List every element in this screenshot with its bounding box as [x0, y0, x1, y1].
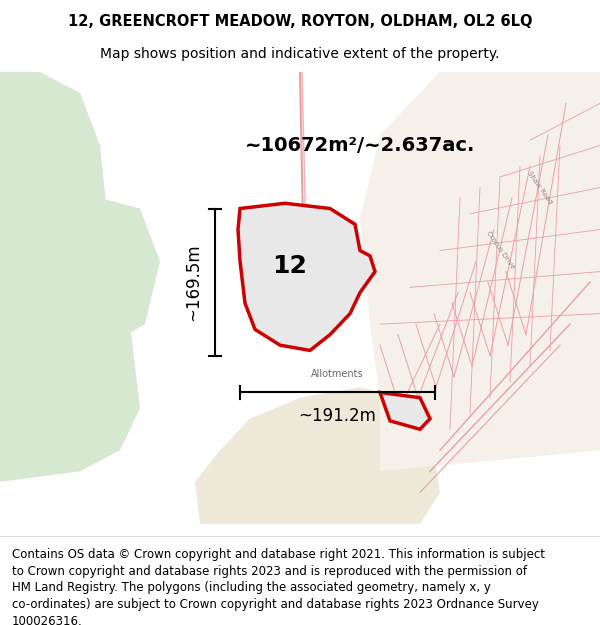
Text: to Crown copyright and database rights 2023 and is reproduced with the permissio: to Crown copyright and database rights 2…	[12, 565, 527, 578]
Text: ~10672m²/~2.637ac.: ~10672m²/~2.637ac.	[245, 136, 475, 155]
Text: ~191.2m: ~191.2m	[299, 407, 376, 424]
Text: 100026316.: 100026316.	[12, 615, 83, 625]
Text: Shaw Road: Shaw Road	[527, 170, 553, 205]
Polygon shape	[238, 203, 375, 351]
Text: 12: 12	[272, 254, 307, 278]
Text: co-ordinates) are subject to Crown copyright and database rights 2023 Ordnance S: co-ordinates) are subject to Crown copyr…	[12, 598, 539, 611]
Text: ~169.5m: ~169.5m	[184, 243, 202, 321]
Text: 12, GREENCROFT MEADOW, ROYTON, OLDHAM, OL2 6LQ: 12, GREENCROFT MEADOW, ROYTON, OLDHAM, O…	[68, 14, 532, 29]
Text: Crocus Drive: Crocus Drive	[485, 231, 515, 271]
Text: Map shows position and indicative extent of the property.: Map shows position and indicative extent…	[100, 47, 500, 61]
Polygon shape	[40, 198, 160, 345]
Polygon shape	[195, 388, 440, 524]
Polygon shape	[360, 72, 600, 471]
Text: Contains OS data © Crown copyright and database right 2021. This information is : Contains OS data © Crown copyright and d…	[12, 548, 545, 561]
Polygon shape	[0, 72, 140, 482]
Text: HM Land Registry. The polygons (including the associated geometry, namely x, y: HM Land Registry. The polygons (includin…	[12, 581, 491, 594]
Text: Allotments: Allotments	[311, 369, 364, 379]
Polygon shape	[380, 392, 430, 429]
